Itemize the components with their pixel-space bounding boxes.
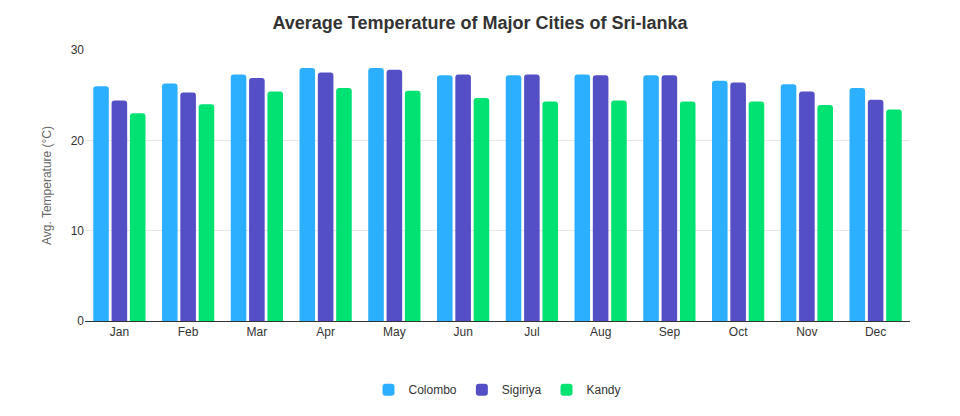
svg-text:Sigiriya: Sigiriya: [502, 383, 542, 397]
svg-text:Apr: Apr: [316, 325, 335, 339]
svg-text:Oct: Oct: [729, 325, 748, 339]
svg-text:10: 10: [71, 224, 85, 238]
svg-text:Kandy: Kandy: [587, 383, 621, 397]
svg-text:30: 30: [71, 43, 85, 57]
svg-text:Feb: Feb: [178, 325, 199, 339]
svg-text:0: 0: [77, 314, 84, 328]
svg-text:Jan: Jan: [110, 325, 129, 339]
svg-text:Jul: Jul: [524, 325, 539, 339]
svg-text:Mar: Mar: [247, 325, 268, 339]
svg-text:Sep: Sep: [659, 325, 681, 339]
svg-text:20: 20: [71, 134, 85, 148]
svg-text:Nov: Nov: [796, 325, 817, 339]
svg-text:Dec: Dec: [865, 325, 886, 339]
svg-text:Colombo: Colombo: [409, 383, 457, 397]
svg-text:Jun: Jun: [453, 325, 472, 339]
svg-text:Avg. Temperature (°C): Avg. Temperature (°C): [40, 126, 54, 245]
svg-text:Average Temperature of Major C: Average Temperature of Major Cities of S…: [272, 13, 688, 33]
svg-text:Aug: Aug: [590, 325, 611, 339]
svg-text:May: May: [383, 325, 406, 339]
